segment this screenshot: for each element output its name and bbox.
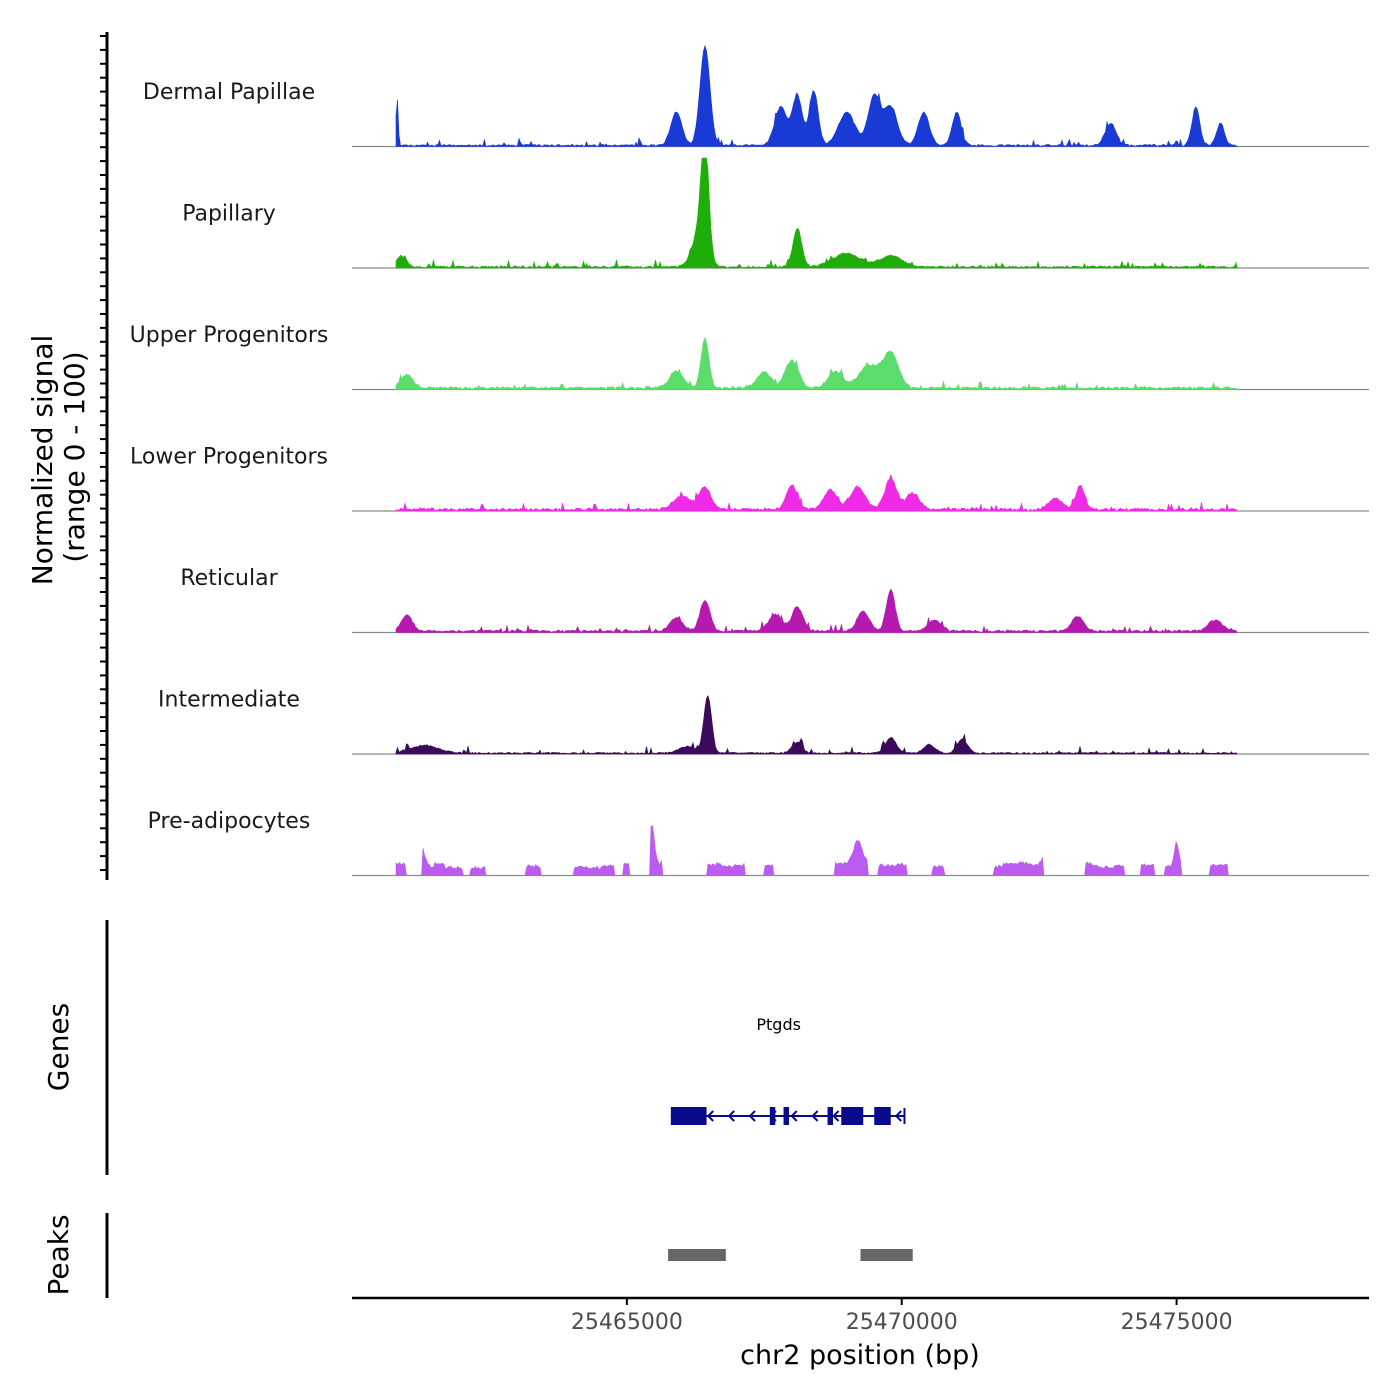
- track-label: Intermediate: [158, 688, 300, 713]
- strand-arrow: [790, 1110, 798, 1122]
- peak-region: [860, 1249, 913, 1261]
- track-label: Reticular: [180, 566, 278, 591]
- track-intermediate: Intermediate: [158, 688, 1369, 755]
- track-label: Dermal Papillae: [143, 80, 315, 105]
- strand-arrow: [832, 1110, 840, 1122]
- track-reticular: Reticular: [180, 566, 1369, 634]
- strand-arrow: [748, 1110, 756, 1122]
- strand-arrow: [811, 1110, 819, 1122]
- coverage-y-ticks: [100, 35, 107, 871]
- track-lower-progenitors: Lower Progenitors: [130, 445, 1369, 512]
- peak-region: [668, 1249, 726, 1261]
- gene-model: Ptgds: [670, 1015, 906, 1125]
- track-label: Pre-adipocytes: [148, 809, 311, 834]
- coverage-area: [395, 825, 1238, 876]
- track-label: Upper Progenitors: [130, 323, 329, 348]
- genes-panel: Ptgds: [670, 1015, 906, 1125]
- gene-exon: [769, 1107, 776, 1125]
- peaks-panel-label: Peaks: [42, 1214, 75, 1295]
- track-label: Lower Progenitors: [130, 445, 328, 470]
- x-axis-title: chr2 position (bp): [740, 1340, 980, 1371]
- genes-panel-label: Genes: [42, 1003, 75, 1091]
- coverage-y-axis: [100, 32, 109, 880]
- gene-exon: [874, 1107, 891, 1125]
- x-tick-label: 25470000: [846, 1310, 958, 1335]
- strand-arrow: [727, 1110, 735, 1122]
- gene-exon: [841, 1107, 864, 1125]
- track-papillary: Papillary: [182, 157, 1369, 269]
- coverage-area: [395, 157, 1238, 269]
- strand-arrow: [894, 1110, 902, 1122]
- y-axis-title: Normalized signal: [26, 335, 59, 586]
- strand-arrow: [706, 1110, 714, 1122]
- gene-exon: [783, 1107, 790, 1125]
- gene-exon: [827, 1107, 834, 1125]
- coverage-area: [395, 588, 1238, 634]
- track-upper-progenitors: Upper Progenitors: [130, 323, 1369, 391]
- x-tick-label: 25475000: [1121, 1310, 1233, 1335]
- x-tick-label: 25465000: [571, 1310, 683, 1335]
- peaks-panel: [668, 1249, 913, 1261]
- coverage-area: [395, 44, 1239, 148]
- track-pre-adipocytes: Pre-adipocytes: [148, 809, 1369, 877]
- x-axis-ticks: 25465000 25470000 25475000: [571, 1298, 1233, 1335]
- coverage-area: [395, 474, 1238, 512]
- y-axis-subtitle: (range 0 - 100): [58, 351, 91, 562]
- coverage-area: [395, 695, 1238, 755]
- track-label: Papillary: [182, 202, 276, 227]
- gene-exon: [670, 1107, 707, 1125]
- track-dermal-papillae: Dermal Papillae: [143, 44, 1369, 148]
- gene-label: Ptgds: [756, 1015, 801, 1034]
- coverage-tracks: Dermal Papillae Papillary Upper Progenitor…: [130, 44, 1369, 877]
- coverage-area: [395, 336, 1238, 391]
